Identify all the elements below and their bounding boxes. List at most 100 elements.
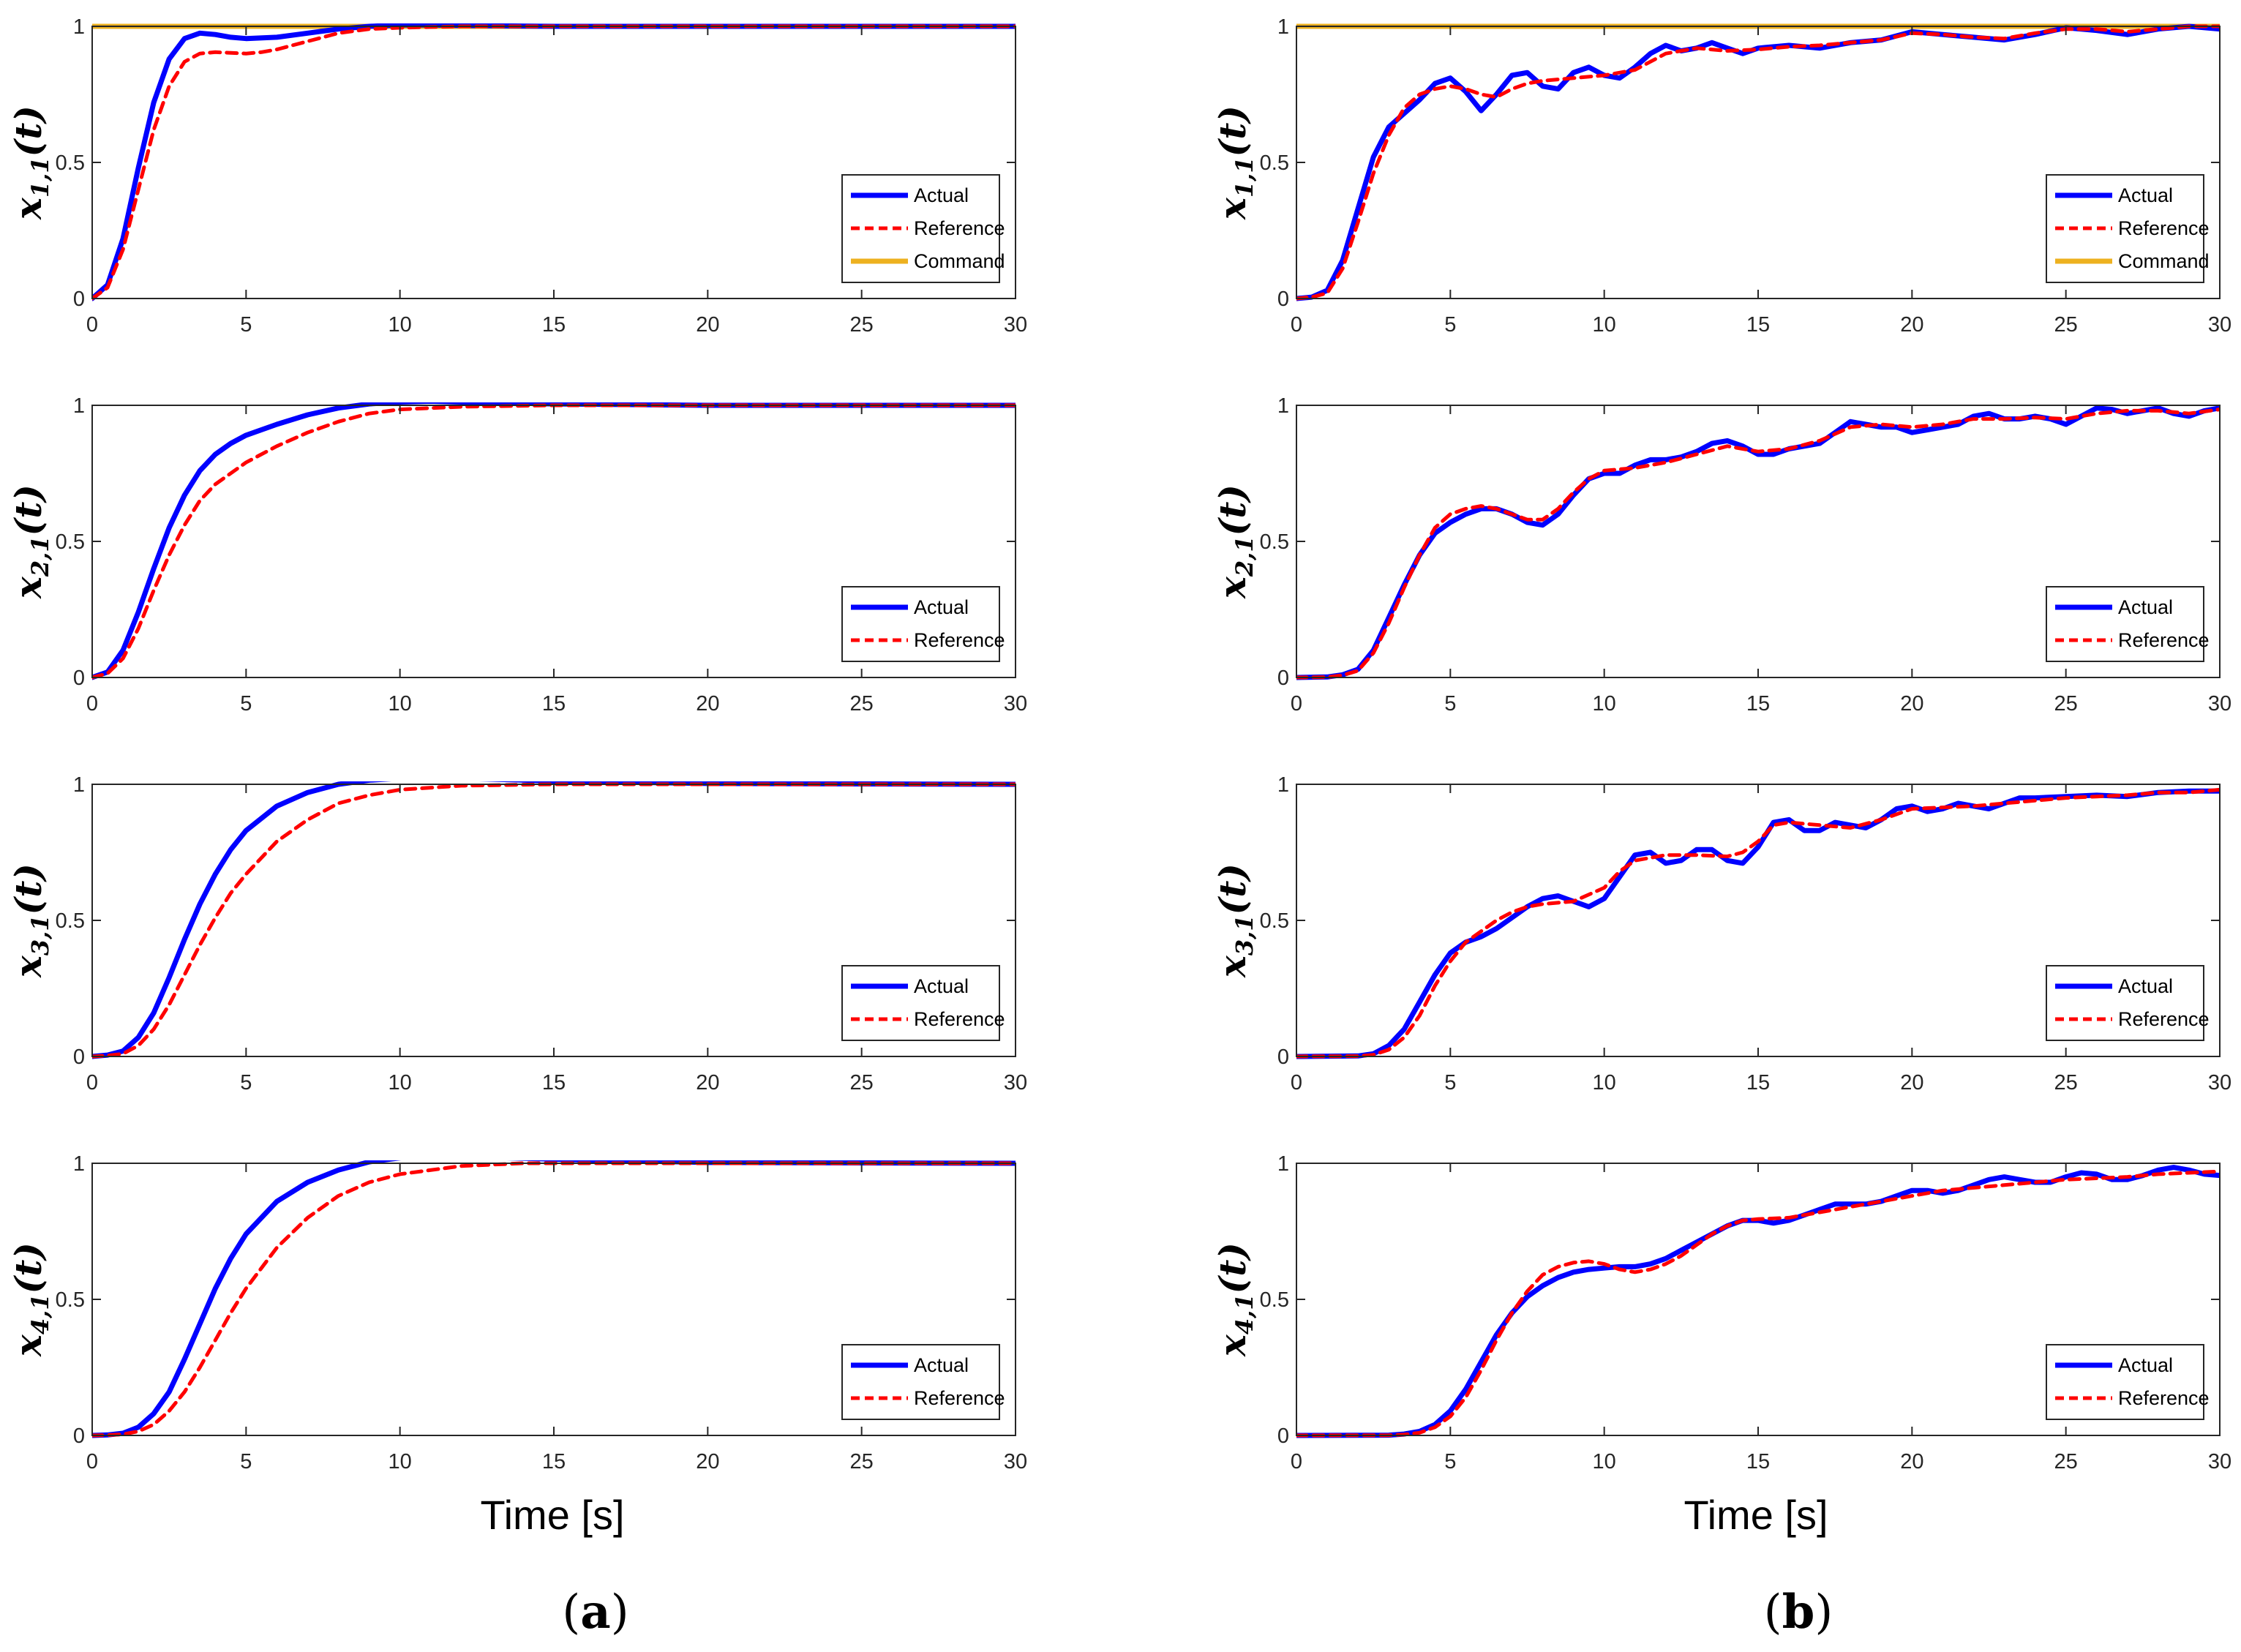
x-tick-label: 10	[1593, 313, 1616, 337]
legend: Actual Reference	[2046, 1344, 2210, 1420]
series-group	[1296, 787, 2220, 1059]
legend: Actual Reference	[841, 1344, 1005, 1420]
y-tick-label: 0	[73, 667, 85, 690]
x-tick-label: 20	[1900, 1071, 1923, 1095]
y-tick-label: 1	[73, 394, 85, 418]
legend: Actual Reference	[2046, 965, 2210, 1041]
chart-a3: 0 5 10 15 20 25 30 0 0.5 1 x3,1(t) Actual Reference	[7, 773, 1027, 1095]
legend-box	[841, 965, 1000, 1041]
legend-label-actual: Actual	[2118, 184, 2173, 206]
panel-label-b: (b)	[1764, 1585, 1833, 1640]
y-axis-label: x1,1(t)	[7, 105, 54, 220]
chart-a4: 0 5 10 15 20 25 30 0 0.5 1 x4,1(t) Actual Reference	[7, 1152, 1027, 1473]
legend-label-reference: Reference	[914, 217, 1005, 239]
series-line-reference	[1296, 1169, 2220, 1438]
y-label-var: x	[7, 1334, 50, 1357]
x-tick-label: 10	[388, 692, 412, 716]
series-group	[1296, 405, 2220, 680]
y-tick-label: 0	[1277, 667, 1289, 690]
y-label-subscript: 4,1	[1231, 1294, 1258, 1334]
panel-label-b-close: )	[1814, 1585, 1833, 1640]
y-tick-label: 0.5	[1260, 1288, 1289, 1312]
x-tick-label: 15	[542, 1450, 566, 1473]
x-tick-label: 25	[850, 1071, 874, 1095]
chart-b1: 0 5 10 15 20 25 30 0 0.5 1 x1,1(t) Actual Reference C…	[1211, 15, 2231, 337]
y-label-var: x	[7, 955, 50, 978]
y-tick-label: 0	[73, 1045, 85, 1069]
y-axis-label: x2,1(t)	[1211, 484, 1258, 599]
x-tick-label: 20	[696, 313, 719, 337]
panel-label-a-letter: a	[580, 1585, 610, 1640]
legend-label-actual: Actual	[2118, 596, 2173, 618]
series-line-reference	[1296, 408, 2220, 680]
legend-label-actual: Actual	[2118, 1354, 2173, 1376]
x-tick-label: 25	[2054, 1450, 2078, 1473]
x-tick-label: 5	[1444, 313, 1456, 337]
panel-label-a: (a)	[562, 1585, 628, 1640]
y-tick-label: 1	[73, 1152, 85, 1176]
y-label-arg: (t)	[1211, 1242, 1254, 1294]
x-tick-label: 0	[1291, 692, 1302, 716]
x-tick-label: 20	[1900, 313, 1923, 337]
x-axis-label-panel-b: Time [s]	[1683, 1492, 1828, 1538]
x-tick-label: 25	[850, 1450, 874, 1473]
y-axis-label: x4,1(t)	[1211, 1242, 1258, 1357]
legend-box	[2046, 1344, 2204, 1420]
x-tick-label: 5	[240, 1450, 252, 1473]
y-label-subscript: 2,1	[26, 536, 54, 577]
legend-label-reference: Reference	[914, 1008, 1005, 1030]
x-tick-label: 30	[1004, 313, 1027, 337]
panel-label-b-letter: b	[1782, 1585, 1815, 1640]
legend-label-reference: Reference	[2118, 1387, 2210, 1409]
legend-box	[2046, 965, 2204, 1041]
y-label-var: x	[1211, 576, 1254, 599]
y-tick-label: 0.5	[56, 1288, 85, 1312]
legend: Actual Reference Command	[2046, 174, 2210, 283]
y-tick-label: 0	[1277, 1424, 1289, 1448]
x-tick-label: 15	[542, 692, 566, 716]
x-tick-label: 15	[542, 313, 566, 337]
x-tick-label: 0	[86, 313, 98, 337]
series-line-actual	[92, 1160, 1016, 1438]
x-tick-label: 5	[1444, 1450, 1456, 1473]
x-tick-label: 20	[696, 1450, 719, 1473]
x-tick-label: 30	[2208, 313, 2231, 337]
legend-label-actual: Actual	[914, 184, 969, 206]
y-tick-label: 1	[1277, 394, 1289, 418]
y-label-var: x	[1211, 955, 1254, 978]
x-tick-label: 15	[1746, 1450, 1770, 1473]
chart-b2: 0 5 10 15 20 25 30 0 0.5 1 x2,1(t) Actual Reference	[1211, 394, 2231, 716]
x-tick-label: 30	[2208, 1450, 2231, 1473]
y-tick-label: 0.5	[1260, 151, 1289, 175]
legend: Actual Reference Command	[841, 174, 1005, 283]
x-tick-label: 20	[696, 1071, 719, 1095]
legend-label-actual: Actual	[914, 596, 969, 618]
x-tick-label: 30	[1004, 692, 1027, 716]
y-tick-label: 0.5	[56, 530, 85, 554]
y-label-arg: (t)	[1211, 863, 1254, 915]
series-line-actual	[1296, 405, 2220, 680]
y-label-arg: (t)	[7, 105, 50, 157]
legend-label-reference: Reference	[914, 1387, 1005, 1409]
legend-label-command: Command	[914, 250, 1005, 272]
chart-a1: 0 5 10 15 20 25 30 0 0.5 1 x1,1(t) Actual Reference C…	[7, 15, 1027, 337]
y-axis-label: x3,1(t)	[7, 863, 54, 978]
y-label-subscript: 3,1	[26, 915, 54, 955]
legend-box	[2046, 586, 2204, 662]
y-axis-label: x2,1(t)	[7, 484, 54, 599]
series-line-actual	[92, 23, 1016, 301]
chart-a2: 0 5 10 15 20 25 30 0 0.5 1 x2,1(t) Actual Reference	[7, 394, 1027, 716]
legend: Actual Reference	[841, 965, 1005, 1041]
x-tick-label: 20	[696, 692, 719, 716]
y-tick-label: 0.5	[56, 151, 85, 175]
y-tick-label: 0.5	[56, 909, 85, 933]
y-label-var: x	[7, 197, 50, 220]
chart-b3: 0 5 10 15 20 25 30 0 0.5 1 x3,1(t) Actual Reference	[1211, 773, 2231, 1095]
x-tick-label: 25	[2054, 1071, 2078, 1095]
x-tick-label: 10	[388, 1071, 412, 1095]
y-axis-label: x1,1(t)	[1211, 105, 1258, 220]
x-tick-label: 15	[1746, 1071, 1770, 1095]
panel-label-a-close: )	[611, 1585, 629, 1640]
y-tick-label: 1	[1277, 773, 1289, 797]
